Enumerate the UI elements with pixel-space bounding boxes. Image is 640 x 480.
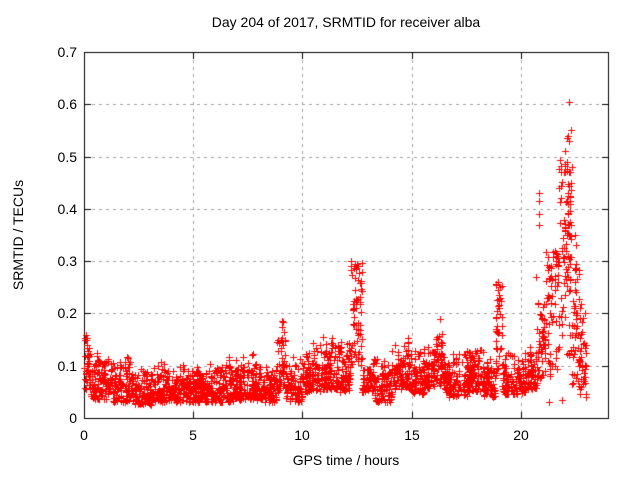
y-tick-label: 0 <box>69 410 77 426</box>
x-tick-label: 15 <box>404 427 420 443</box>
x-tick-label: 5 <box>189 427 197 443</box>
y-tick-label: 0.2 <box>57 305 77 321</box>
y-tick-label: 0.4 <box>57 201 77 217</box>
x-tick-label: 0 <box>80 427 88 443</box>
x-tick-label: 10 <box>294 427 310 443</box>
y-axis-label: SRMTID / TECUs <box>10 179 26 291</box>
y-tick-label: 0.1 <box>57 358 77 374</box>
x-axis-label: GPS time / hours <box>292 452 400 468</box>
y-tick-label: 0.3 <box>57 253 77 269</box>
y-tick-label: 0.6 <box>57 96 77 112</box>
x-tick-label: 20 <box>513 427 529 443</box>
y-tick-label: 0.5 <box>57 149 77 165</box>
y-tick-label: 0.7 <box>57 44 77 60</box>
chart-title: Day 204 of 2017, SRMTID for receiver alb… <box>211 14 481 30</box>
